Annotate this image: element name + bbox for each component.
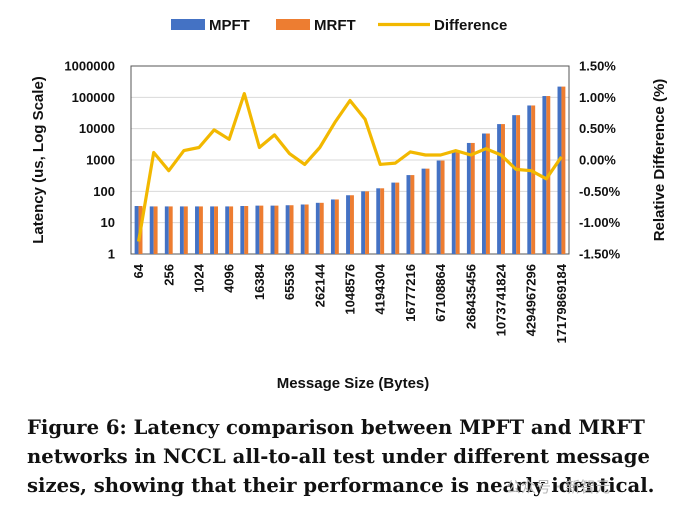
bar-mrft [334,199,339,254]
bar-mpft [482,133,486,254]
bar-mpft [225,206,230,254]
bar-mpft [210,206,215,254]
bar-mrft [214,206,218,254]
bar-mpft [512,115,517,254]
bar-mrft [455,152,460,254]
x-tick-label: 16777216 [403,264,418,322]
y2-tick-label: 1.00% [579,90,616,105]
bar-mrft [410,175,415,254]
x-tick-label: 17179869184 [554,263,569,343]
bar-mrft [153,206,158,254]
legend-mpft-label: MPFT [209,17,250,34]
bar-mpft [149,206,154,254]
bar-mpft [134,206,139,254]
x-tick-label: 64 [131,263,146,278]
bar-mrft [501,124,505,255]
x-tick-label: 4096 [222,264,237,293]
bar-mpft [542,96,547,254]
bar-mrft [319,202,324,254]
bar-mpft [436,160,441,254]
y2-tick-label: -1.50% [579,247,621,262]
x-tick-label: 262144 [312,263,327,307]
bar-mpft [376,188,381,254]
bar-mpft [195,206,199,254]
bar-mrft [350,195,354,254]
bar-mpft [527,105,532,255]
bar-mpft [330,199,335,254]
y2-axis-title: Relative Difference (%) [651,79,668,242]
bar-mrft [485,133,490,254]
legend-mpft-swatch [171,19,205,30]
y2-tick-label: 0.50% [579,121,616,136]
bar-mrft [425,168,430,254]
bar-mrft [365,191,370,254]
watermark: 公众号 · 新智元 [506,478,611,496]
y2-tick-label: -0.50% [579,184,621,199]
y-tick-label: 1 [108,247,115,262]
latency-chart: 1 10 100 1000 10000 100000 1000000 -1.50% -1.00%… [30,17,668,392]
x-axis-title: Message Size (Bytes) [277,375,430,392]
bar-mpft [315,202,320,254]
bar-mpft [557,86,562,254]
bar-mrft [198,206,203,254]
bar-mrft [274,205,279,254]
bar-mrft [259,205,264,254]
bar-mrft [470,142,475,254]
y-tick-label: 1000 [86,153,115,168]
bar-mpft [451,152,456,254]
y-tick-label: 10000 [79,121,115,136]
figure-caption: Figure 6: Latency comparison between MPF… [27,416,655,497]
y-tick-label: 10 [101,215,115,230]
bar-mpft [346,195,350,254]
x-tick-label: 1024 [191,263,206,293]
y-tick-label: 1000000 [64,59,115,74]
bar-mpft [164,206,169,254]
legend-mrft-swatch [276,19,310,30]
bar-mrft [561,86,566,254]
bar-mpft [300,204,305,254]
x-tick-label: 256 [161,264,176,286]
bar-mrft [531,105,536,255]
bar-mpft [391,182,396,254]
x-tick-label: 65536 [282,264,297,300]
bar-mpft [497,124,502,255]
bar-mrft [229,206,234,254]
y2-tick-label: 0.00% [579,153,616,168]
bar-mrft [440,160,445,254]
x-tick-label: 67108864 [433,263,448,322]
bar-mrft [304,204,309,254]
legend-difference-label: Difference [434,17,507,34]
y-tick-label: 100 [93,184,115,199]
y2-tick-label: 1.50% [579,59,616,74]
bar-mpft [240,206,245,254]
bar-mpft [285,205,290,254]
y2-tick-label: -1.00% [579,215,621,230]
bar-mpft [421,168,426,254]
bar-mpft [406,175,411,254]
bar-mrft [289,205,294,254]
bar-mrft [516,115,521,254]
bar-mpft [255,205,260,254]
bar-mrft [168,206,173,254]
y-axis-title: Latency (us, Log Scale) [30,76,47,244]
bar-mpft [361,191,366,254]
bar-mpft [270,205,275,254]
x-tick-label: 268435456 [463,264,478,329]
bar-mrft [183,206,188,254]
x-tick-label: 16384 [252,263,267,300]
x-tick-label: 1048576 [343,264,358,315]
x-tick-label: 1073741824 [494,263,509,336]
y-tick-label: 100000 [72,90,115,105]
x-tick-label: 4294967296 [524,264,539,336]
difference-line [137,91,563,242]
bar-mrft [380,188,385,254]
bar-mrft [395,182,400,254]
bar-mpft [466,142,471,254]
legend-mrft-label: MRFT [314,17,356,34]
bar-mpft [179,206,184,254]
bar-mrft [244,206,249,254]
x-tick-label: 4194304 [373,263,388,314]
